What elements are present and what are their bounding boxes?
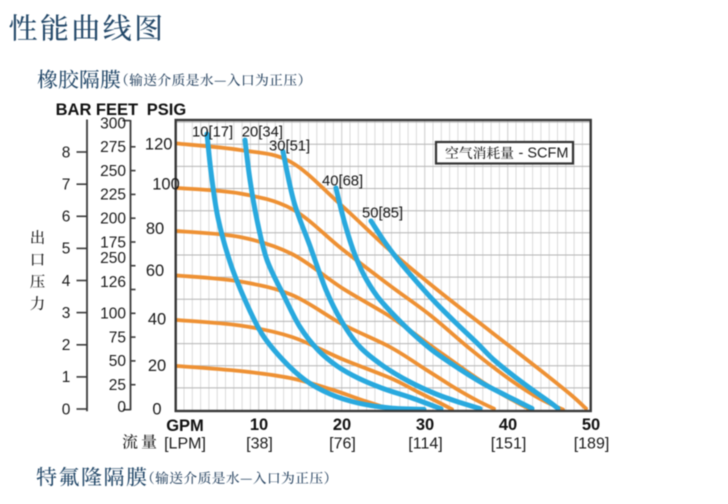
svg-text:- SCFM: - SCFM [519,146,569,162]
svg-text:[38]: [38] [246,436,273,453]
svg-text:30: 30 [416,416,434,434]
svg-text:275: 275 [100,139,126,156]
svg-text:40: 40 [148,310,166,328]
svg-text:4: 4 [62,273,71,290]
svg-text:[189]: [189] [574,436,610,453]
svg-text:25: 25 [109,377,126,394]
svg-text:75: 75 [109,329,126,346]
svg-text:10: 10 [250,416,268,434]
svg-text:20: 20 [333,416,351,434]
svg-text:8: 8 [62,144,71,161]
svg-text:40: 40 [499,416,517,434]
svg-text:0: 0 [152,400,161,418]
svg-text:20[34]: 20[34] [242,125,283,141]
svg-text:50[85]: 50[85] [362,206,403,222]
svg-text:3: 3 [62,305,71,322]
svg-text:[LPM]: [LPM] [164,436,206,453]
svg-text:225: 225 [100,187,126,204]
svg-text:2: 2 [62,337,71,354]
svg-text:100: 100 [100,306,126,323]
svg-text:80: 80 [146,220,164,238]
svg-text:175: 175 [100,234,126,251]
svg-text:40[68]: 40[68] [322,174,363,190]
svg-text:120: 120 [145,135,173,153]
svg-text:7: 7 [62,177,71,194]
svg-text:20: 20 [148,357,166,375]
svg-text:PSIG: PSIG [147,101,186,119]
svg-text:126: 126 [100,274,126,291]
svg-text:100: 100 [152,175,180,193]
svg-text:1: 1 [62,369,71,386]
svg-text:[76]: [76] [329,436,356,453]
svg-text:FEET: FEET [96,101,138,119]
svg-text:[114]: [114] [408,436,442,453]
svg-text:200: 200 [100,211,126,228]
svg-text:0: 0 [117,399,126,416]
svg-text:BAR: BAR [56,101,92,119]
svg-text:60: 60 [146,262,164,280]
svg-text:[151]: [151] [491,436,527,453]
svg-text:50: 50 [109,353,127,370]
svg-text:30[51]: 30[51] [269,139,310,155]
svg-text:250: 250 [100,163,126,180]
svg-text:250: 250 [100,250,126,267]
svg-text:50: 50 [582,416,600,434]
svg-text:5: 5 [62,241,71,258]
svg-text:10[17]: 10[17] [192,125,233,141]
svg-text:6: 6 [62,209,71,226]
svg-text:300: 300 [100,115,126,132]
svg-text:GPM: GPM [166,417,204,435]
svg-text:0: 0 [62,401,71,418]
